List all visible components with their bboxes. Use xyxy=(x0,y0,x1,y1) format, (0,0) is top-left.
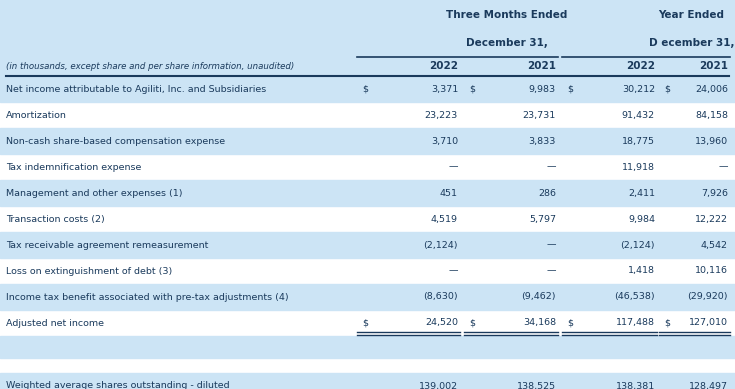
Text: 91,432: 91,432 xyxy=(622,110,655,119)
Text: —: — xyxy=(547,240,556,249)
Text: 1,418: 1,418 xyxy=(628,266,655,275)
Text: (2,124): (2,124) xyxy=(423,240,458,249)
Text: $: $ xyxy=(567,84,573,93)
Text: $: $ xyxy=(469,84,475,93)
Text: $: $ xyxy=(567,319,573,328)
Text: Amortization: Amortization xyxy=(6,110,67,119)
Text: 4,542: 4,542 xyxy=(701,240,728,249)
Text: Management and other expenses (1): Management and other expenses (1) xyxy=(6,189,182,198)
Text: (2,124): (2,124) xyxy=(620,240,655,249)
Bar xyxy=(0,336,735,358)
Text: 127,010: 127,010 xyxy=(689,319,728,328)
Text: 3,371: 3,371 xyxy=(431,84,458,93)
Text: 138,381: 138,381 xyxy=(616,382,655,389)
Text: 24,006: 24,006 xyxy=(695,84,728,93)
Text: 3,833: 3,833 xyxy=(528,137,556,145)
Text: 451: 451 xyxy=(440,189,458,198)
Text: (8,630): (8,630) xyxy=(423,293,458,301)
Text: 138,525: 138,525 xyxy=(517,382,556,389)
Text: (46,538): (46,538) xyxy=(614,293,655,301)
Text: 7,926: 7,926 xyxy=(701,189,728,198)
Text: 3,710: 3,710 xyxy=(431,137,458,145)
Text: Income tax benefit associated with pre-tax adjustments (4): Income tax benefit associated with pre-t… xyxy=(6,293,289,301)
Text: Net income attributable to Agiliti, Inc. and Subsidiaries: Net income attributable to Agiliti, Inc.… xyxy=(6,84,266,93)
Text: Loss on extinguishment of debt (3): Loss on extinguishment of debt (3) xyxy=(6,266,172,275)
Bar xyxy=(0,128,735,154)
Text: D ecember 31,: D ecember 31, xyxy=(649,38,734,48)
Text: (29,920): (29,920) xyxy=(687,293,728,301)
Text: 84,158: 84,158 xyxy=(695,110,728,119)
Text: 2022: 2022 xyxy=(429,61,458,71)
Text: 12,222: 12,222 xyxy=(695,214,728,224)
Text: —: — xyxy=(547,163,556,172)
Text: (in thousands, except share and per share information, unaudited): (in thousands, except share and per shar… xyxy=(6,61,294,70)
Text: 2021: 2021 xyxy=(699,61,728,71)
Text: 11,918: 11,918 xyxy=(622,163,655,172)
Text: 30,212: 30,212 xyxy=(622,84,655,93)
Text: 9,983: 9,983 xyxy=(529,84,556,93)
Text: 10,116: 10,116 xyxy=(695,266,728,275)
Text: Three Months Ended: Three Months Ended xyxy=(446,10,567,20)
Bar xyxy=(0,0,735,76)
Bar xyxy=(0,232,735,258)
Text: $: $ xyxy=(664,319,670,328)
Text: 117,488: 117,488 xyxy=(616,319,655,328)
Text: Transaction costs (2): Transaction costs (2) xyxy=(6,214,105,224)
Text: —: — xyxy=(547,266,556,275)
Text: 13,960: 13,960 xyxy=(695,137,728,145)
Text: —: — xyxy=(448,163,458,172)
Text: —: — xyxy=(448,266,458,275)
Text: —: — xyxy=(719,163,728,172)
Text: Adjusted net income: Adjusted net income xyxy=(6,319,104,328)
Text: $: $ xyxy=(362,319,368,328)
Text: (9,462): (9,462) xyxy=(522,293,556,301)
Text: Tax indemnification expense: Tax indemnification expense xyxy=(6,163,141,172)
Text: 139,002: 139,002 xyxy=(419,382,458,389)
Text: 23,731: 23,731 xyxy=(523,110,556,119)
Text: Weighted average shares outstanding - diluted: Weighted average shares outstanding - di… xyxy=(6,382,229,389)
Text: 2021: 2021 xyxy=(527,61,556,71)
Text: Tax receivable agreement remeasurement: Tax receivable agreement remeasurement xyxy=(6,240,209,249)
Text: 2022: 2022 xyxy=(626,61,655,71)
Text: Year Ended: Year Ended xyxy=(659,10,725,20)
Text: 9,984: 9,984 xyxy=(628,214,655,224)
Text: 286: 286 xyxy=(538,189,556,198)
Text: $: $ xyxy=(469,319,475,328)
Text: $: $ xyxy=(362,84,368,93)
Bar xyxy=(0,76,735,102)
Text: 2,411: 2,411 xyxy=(628,189,655,198)
Bar xyxy=(0,180,735,206)
Bar xyxy=(0,373,735,389)
Text: 18,775: 18,775 xyxy=(622,137,655,145)
Text: 4,519: 4,519 xyxy=(431,214,458,224)
Text: December 31,: December 31, xyxy=(466,38,548,48)
Text: 34,168: 34,168 xyxy=(523,319,556,328)
Bar xyxy=(0,284,735,310)
Text: 128,497: 128,497 xyxy=(689,382,728,389)
Text: $: $ xyxy=(664,84,670,93)
Text: Non-cash share-based compensation expense: Non-cash share-based compensation expens… xyxy=(6,137,225,145)
Text: 23,223: 23,223 xyxy=(425,110,458,119)
Text: 24,520: 24,520 xyxy=(425,319,458,328)
Text: 5,797: 5,797 xyxy=(529,214,556,224)
